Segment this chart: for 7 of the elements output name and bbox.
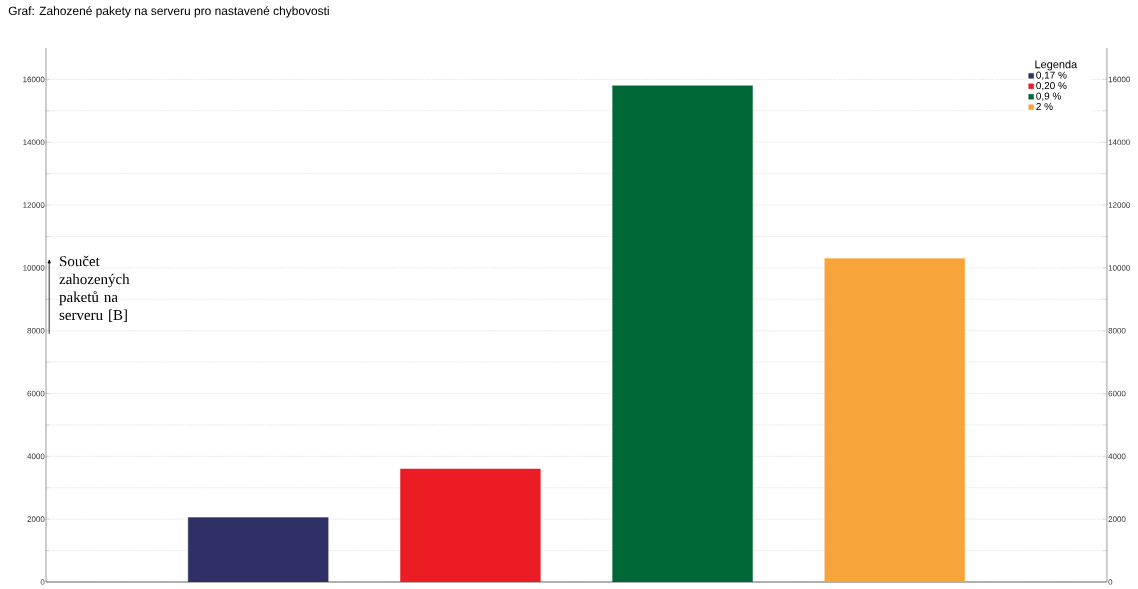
chart-title: Graf: Zahozené pakety na serveru pro nastavené chybovosti [8,6,329,18]
y-axis-title: Součet zahozených paketů na serveru [B] [59,255,130,322]
legend-label: 0,9 % [1036,92,1061,101]
legend-label: 0,17 % [1036,71,1067,80]
legend-label: 2 % [1036,102,1053,110]
legend-title: Legenda [1035,60,1078,71]
legend-label: 0,20 % [1036,82,1067,91]
